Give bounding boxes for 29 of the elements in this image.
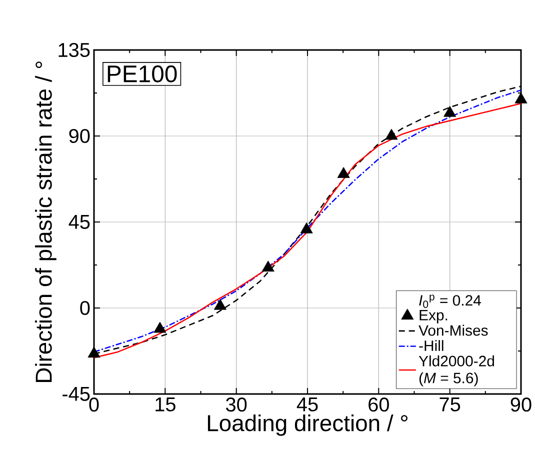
legend-title: I$_{0}$$^{p}$ = 0.24 bbox=[419, 294, 481, 308]
point bbox=[262, 260, 274, 272]
x-tick-label: 0 bbox=[89, 398, 99, 412]
y-tick-label: 135 bbox=[58, 42, 90, 58]
y-axis-title: Direction of plastic strain rate / ° bbox=[35, 62, 56, 382]
x-tick-label: 45 bbox=[296, 398, 318, 412]
annotation: PE100 bbox=[108, 65, 177, 82]
x-tick-label: 30 bbox=[226, 398, 247, 412]
legend-label: Yld2000-2d (M = 5.6) bbox=[418, 355, 494, 386]
point bbox=[88, 346, 100, 358]
x-tick-label: 60 bbox=[368, 398, 389, 412]
x-axis-title: Loading direction / ° bbox=[208, 414, 408, 436]
y-tick-label: 0 bbox=[80, 300, 90, 316]
point bbox=[385, 128, 398, 140]
point bbox=[337, 167, 350, 178]
point bbox=[444, 106, 456, 117]
x-tick-label: 15 bbox=[156, 398, 176, 412]
legend-label: -Hill bbox=[419, 340, 444, 351]
point bbox=[514, 92, 528, 104]
y-tick-label: 90 bbox=[69, 128, 90, 144]
x-tick-label: 90 bbox=[510, 398, 532, 412]
y-tick-label: 45 bbox=[68, 215, 90, 229]
point bbox=[300, 222, 313, 234]
x-tick-label: 75 bbox=[440, 398, 460, 412]
legend-label: Exp. bbox=[420, 310, 448, 324]
point bbox=[214, 298, 226, 310]
legend-label: Von-Mises bbox=[418, 324, 488, 336]
point bbox=[154, 322, 166, 333]
y-tick-label: -45 bbox=[62, 387, 90, 401]
